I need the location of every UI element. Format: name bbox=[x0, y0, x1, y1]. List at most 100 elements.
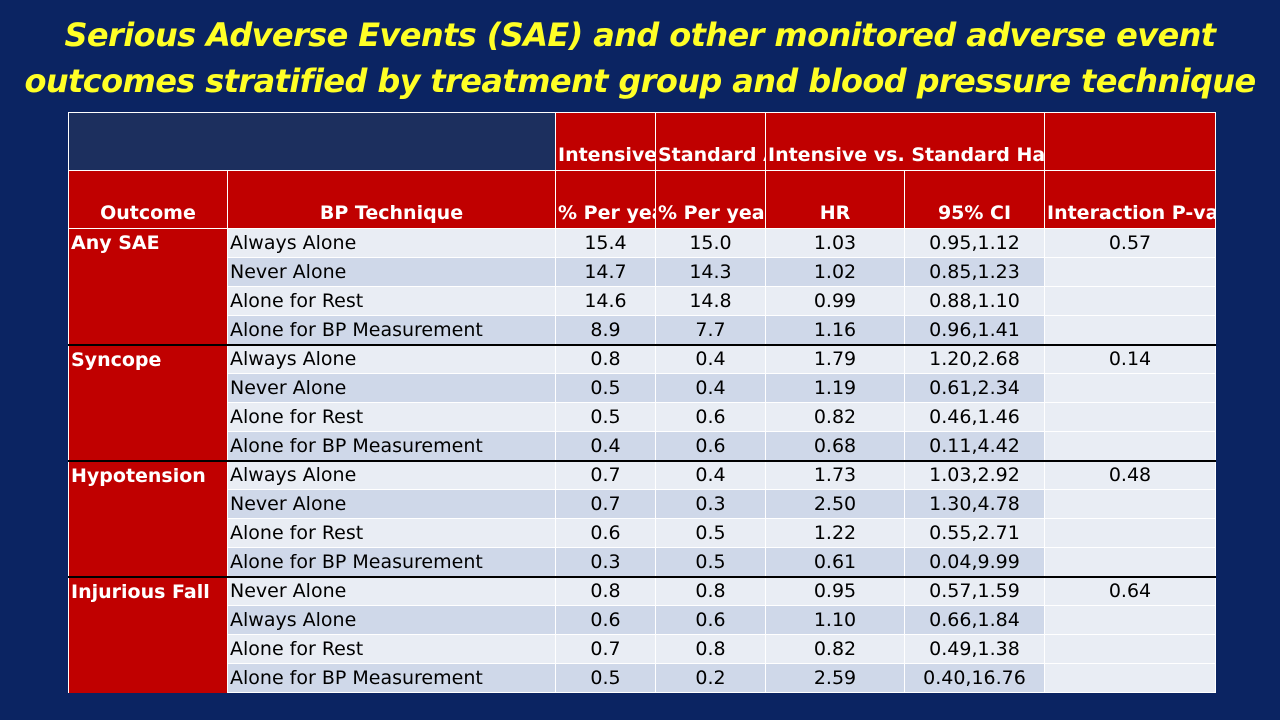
intensive-pct-cell: 0.6 bbox=[555, 605, 656, 635]
outcome-cell: Injurious Fall bbox=[68, 575, 228, 606]
interaction-p-cell bbox=[1044, 431, 1216, 461]
interaction-p-cell: 0.64 bbox=[1044, 575, 1216, 606]
ci-cell: 0.66,1.84 bbox=[904, 605, 1045, 635]
bp-technique-cell: Alone for Rest bbox=[227, 402, 556, 432]
header-interaction-p: Interaction P-value bbox=[1044, 170, 1216, 229]
intensive-pct-cell: 0.8 bbox=[555, 575, 656, 606]
bp-technique-cell: Never Alone bbox=[227, 257, 556, 287]
intensive-pct-cell: 0.5 bbox=[555, 663, 656, 693]
ci-cell: 0.11,4.42 bbox=[904, 431, 1045, 461]
intensive-pct-cell: 0.7 bbox=[555, 459, 656, 490]
standard-pct-cell: 0.4 bbox=[655, 373, 766, 403]
interaction-p-cell bbox=[1044, 605, 1216, 635]
table-row: Alone for Rest 0.7 0.8 0.82 0.49,1.38 bbox=[68, 634, 1216, 664]
standard-pct-cell: 0.2 bbox=[655, 663, 766, 693]
intensive-pct-cell: 0.3 bbox=[555, 547, 656, 577]
outcome-cell bbox=[68, 489, 228, 519]
header-hr: HR bbox=[765, 170, 905, 229]
interaction-p-cell bbox=[1044, 663, 1216, 693]
standard-pct-cell: 0.5 bbox=[655, 518, 766, 548]
table-row: Alone for Rest 14.6 14.8 0.99 0.88,1.10 bbox=[68, 286, 1216, 316]
ci-cell: 0.57,1.59 bbox=[904, 575, 1045, 606]
title-line-2: outcomes stratified by treatment group a… bbox=[24, 62, 1256, 100]
ci-cell: 0.46,1.46 bbox=[904, 402, 1045, 432]
interaction-p-cell bbox=[1044, 518, 1216, 548]
hr-cell: 0.95 bbox=[765, 575, 905, 606]
intensive-pct-cell: 15.4 bbox=[555, 228, 656, 258]
intensive-pct-cell: 0.6 bbox=[555, 518, 656, 548]
ci-cell: 1.03,2.92 bbox=[904, 459, 1045, 490]
hr-cell: 1.79 bbox=[765, 343, 905, 374]
outcome-cell bbox=[68, 286, 228, 316]
intensive-pct-cell: 0.7 bbox=[555, 489, 656, 519]
outcome-cell bbox=[68, 634, 228, 664]
table-row: Injurious Fall Never Alone 0.8 0.8 0.95 0.57,… bbox=[68, 575, 1216, 606]
sae-table: Intensive Arm Standard Arm Intensive vs.… bbox=[68, 112, 1216, 693]
bp-technique-cell: Alone for Rest bbox=[227, 286, 556, 316]
hr-cell: 0.82 bbox=[765, 634, 905, 664]
outcome-cell bbox=[68, 431, 228, 461]
ci-cell: 0.88,1.10 bbox=[904, 286, 1045, 316]
bp-technique-cell: Never Alone bbox=[227, 575, 556, 606]
ci-cell: 0.04,9.99 bbox=[904, 547, 1045, 577]
header-blank-cell bbox=[68, 112, 556, 171]
intensive-pct-cell: 0.8 bbox=[555, 343, 656, 374]
interaction-p-cell bbox=[1044, 634, 1216, 664]
standard-pct-cell: 0.3 bbox=[655, 489, 766, 519]
outcome-cell: Syncope bbox=[68, 343, 228, 374]
table-row: Alone for Rest 0.6 0.5 1.22 0.55,2.71 bbox=[68, 518, 1216, 548]
bp-technique-cell: Always Alone bbox=[227, 459, 556, 490]
ci-cell: 0.85,1.23 bbox=[904, 257, 1045, 287]
interaction-p-cell bbox=[1044, 315, 1216, 345]
hr-cell: 1.10 bbox=[765, 605, 905, 635]
hr-cell: 1.03 bbox=[765, 228, 905, 258]
standard-pct-cell: 0.6 bbox=[655, 605, 766, 635]
intensive-pct-cell: 0.7 bbox=[555, 634, 656, 664]
standard-pct-cell: 14.3 bbox=[655, 257, 766, 287]
hr-cell: 0.68 bbox=[765, 431, 905, 461]
table-row: Hypotension Always Alone 0.7 0.4 1.73 1.03,2.… bbox=[68, 459, 1216, 490]
bp-technique-cell: Alone for Rest bbox=[227, 518, 556, 548]
bp-technique-cell: Always Alone bbox=[227, 605, 556, 635]
outcome-cell bbox=[68, 605, 228, 635]
ci-cell: 1.20,2.68 bbox=[904, 343, 1045, 374]
standard-pct-cell: 0.8 bbox=[655, 575, 766, 606]
header-standard-arm: Standard Arm bbox=[655, 112, 766, 171]
header-intensive-pct: % Per year bbox=[555, 170, 656, 229]
interaction-p-cell: 0.57 bbox=[1044, 228, 1216, 258]
header-blank-right bbox=[1044, 112, 1216, 171]
standard-pct-cell: 7.7 bbox=[655, 315, 766, 345]
hr-cell: 0.82 bbox=[765, 402, 905, 432]
header-standard-pct: % Per year bbox=[655, 170, 766, 229]
intensive-pct-cell: 14.6 bbox=[555, 286, 656, 316]
standard-pct-cell: 14.8 bbox=[655, 286, 766, 316]
header-bp-technique: BP Technique bbox=[227, 170, 556, 229]
outcome-cell: Hypotension bbox=[68, 459, 228, 490]
interaction-p-cell: 0.14 bbox=[1044, 343, 1216, 374]
outcome-cell: Any SAE bbox=[68, 228, 228, 258]
standard-pct-cell: 0.5 bbox=[655, 547, 766, 577]
ci-cell: 1.30,4.78 bbox=[904, 489, 1045, 519]
interaction-p-cell bbox=[1044, 373, 1216, 403]
ci-cell: 0.55,2.71 bbox=[904, 518, 1045, 548]
standard-pct-cell: 0.6 bbox=[655, 431, 766, 461]
intensive-pct-cell: 8.9 bbox=[555, 315, 656, 345]
table-row: Never Alone 0.7 0.3 2.50 1.30,4.78 bbox=[68, 489, 1216, 519]
table-row: Never Alone 0.5 0.4 1.19 0.61,2.34 bbox=[68, 373, 1216, 403]
outcome-cell bbox=[68, 663, 228, 693]
standard-pct-cell: 0.4 bbox=[655, 343, 766, 374]
table-row: Alone for Rest 0.5 0.6 0.82 0.46,1.46 bbox=[68, 402, 1216, 432]
header-intensive-arm: Intensive Arm bbox=[555, 112, 656, 171]
outcome-cell bbox=[68, 373, 228, 403]
header-row-1: Intensive Arm Standard Arm Intensive vs.… bbox=[68, 112, 1216, 171]
header-ci: 95% CI bbox=[904, 170, 1045, 229]
standard-pct-cell: 0.6 bbox=[655, 402, 766, 432]
table-row: Alone for BP Measurement 8.9 7.7 1.16 0.96,1… bbox=[68, 315, 1216, 345]
table-row: Alone for BP Measurement 0.5 0.2 2.59 0.40,1… bbox=[68, 663, 1216, 693]
standard-pct-cell: 15.0 bbox=[655, 228, 766, 258]
outcome-cell bbox=[68, 315, 228, 345]
bp-technique-cell: Alone for BP Measurement bbox=[227, 663, 556, 693]
interaction-p-cell: 0.48 bbox=[1044, 459, 1216, 490]
header-outcome: Outcome bbox=[68, 170, 228, 229]
